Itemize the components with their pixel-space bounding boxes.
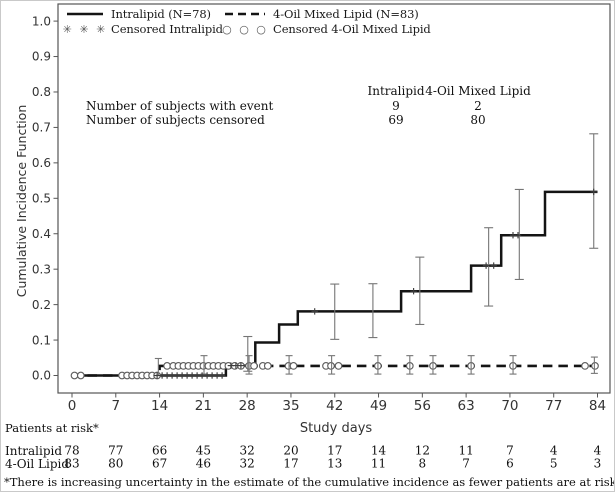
inset-header-4oil: 4-Oil Mixed Lipid [425, 84, 531, 98]
svg-text:7: 7 [506, 444, 514, 458]
legend: Intralipid (N=78) 4-Oil Mixed Lipid (N=8… [62, 7, 431, 36]
svg-text:14: 14 [371, 444, 387, 458]
svg-text:0.0: 0.0 [32, 369, 51, 383]
svg-text:0.2: 0.2 [32, 298, 51, 312]
svg-text:0.4: 0.4 [32, 227, 51, 241]
svg-text:66: 66 [152, 444, 167, 458]
inset-row-event-label: Number of subjects with event [86, 98, 274, 113]
inset-spacer [86, 84, 356, 99]
svg-text:17: 17 [283, 457, 298, 471]
svg-text:3: 3 [594, 457, 602, 471]
svg-text:14: 14 [151, 398, 168, 414]
subject-counts-table: Intralipid 4-Oil Mixed Lipid Number of s… [86, 84, 531, 128]
y-axis-label: Cumulative Incidence Function [14, 104, 29, 298]
legend-label-censored-intralipid: Censored Intralipid [111, 22, 223, 36]
risk-row-label-4oil: 4-Oil Lipid [5, 457, 70, 471]
svg-text:49: 49 [370, 398, 387, 414]
svg-text:80: 80 [108, 457, 123, 471]
svg-text:0: 0 [68, 398, 77, 414]
circle-markers-icon: ○ ○ ○ [222, 22, 268, 36]
inset-event-intralipid: 9 [392, 98, 400, 113]
svg-text:32: 32 [240, 457, 255, 471]
svg-text:28: 28 [239, 398, 256, 414]
solid-line-marker [65, 7, 105, 21]
svg-text:77: 77 [545, 398, 562, 414]
svg-text:11: 11 [371, 457, 386, 471]
svg-text:0.9: 0.9 [32, 50, 51, 64]
svg-text:4: 4 [594, 444, 602, 458]
svg-text:0.8: 0.8 [32, 85, 51, 99]
svg-text:17: 17 [327, 444, 342, 458]
svg-text:77: 77 [108, 444, 123, 458]
svg-text:7: 7 [111, 398, 120, 414]
inset-event-4oil: 2 [474, 98, 482, 113]
inset-header-intralipid: Intralipid [367, 84, 425, 98]
svg-text:32: 32 [240, 444, 255, 458]
svg-text:63: 63 [458, 398, 475, 414]
svg-text:11: 11 [458, 444, 473, 458]
svg-text:46: 46 [196, 457, 211, 471]
risk-table-title: Patients at risk* [5, 421, 99, 435]
svg-text:1.0: 1.0 [32, 14, 51, 28]
svg-text:8: 8 [419, 457, 427, 471]
inset-censored-intralipid: 69 [388, 113, 404, 127]
svg-text:7: 7 [462, 457, 470, 471]
svg-text:21: 21 [195, 398, 212, 414]
svg-text:83: 83 [64, 457, 79, 471]
svg-text:6: 6 [506, 457, 514, 471]
svg-text:0.5: 0.5 [32, 192, 51, 206]
legend-label-intralipid: Intralipid (N=78) [111, 7, 211, 21]
legend-label-censored-4oil: Censored 4-Oil Mixed Lipid [273, 22, 431, 36]
dashed-line-marker [223, 7, 267, 21]
svg-text:70: 70 [501, 398, 518, 414]
svg-text:35: 35 [282, 398, 299, 414]
svg-text:0.1: 0.1 [32, 333, 51, 347]
inset-row-censored-label: Number of subjects censored [86, 113, 265, 127]
svg-text:0.7: 0.7 [32, 121, 51, 135]
svg-text:84: 84 [589, 398, 606, 414]
svg-text:45: 45 [196, 444, 211, 458]
footnote: *There is increasing uncertainty in the … [4, 475, 615, 489]
inset-censored-4oil: 80 [470, 113, 486, 127]
svg-text:20: 20 [283, 444, 298, 458]
risk-row-label-intralipid: Intralipid [5, 444, 63, 458]
svg-text:56: 56 [414, 398, 431, 414]
x-axis-label: Study days [299, 421, 373, 436]
svg-text:42: 42 [326, 398, 343, 414]
svg-text:67: 67 [152, 457, 167, 471]
svg-text:0.6: 0.6 [32, 156, 51, 170]
asterisk-markers-icon: ✳ ✳ ✳ [62, 22, 108, 36]
svg-text:13: 13 [327, 457, 342, 471]
svg-text:4: 4 [550, 444, 558, 458]
legend-label-4oil: 4-Oil Mixed Lipid (N=83) [273, 7, 419, 21]
svg-text:12: 12 [415, 444, 430, 458]
svg-text:78: 78 [64, 444, 79, 458]
svg-text:0.3: 0.3 [32, 262, 51, 276]
svg-text:5: 5 [550, 457, 558, 471]
